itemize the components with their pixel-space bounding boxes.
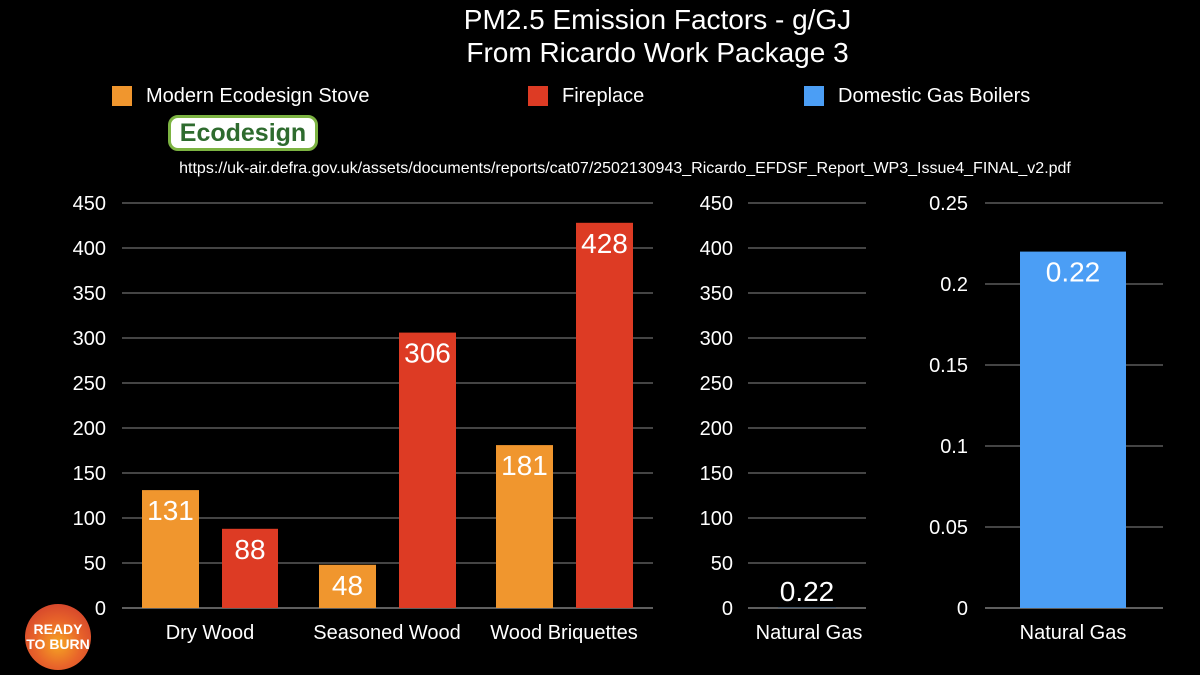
panel2-y-tick-label: 0.05 bbox=[929, 517, 968, 539]
legend-swatch-ecodesign-stove bbox=[112, 86, 132, 106]
legend-label-gas-boilers: Domestic Gas Boilers bbox=[838, 84, 1031, 107]
panel0-data-label: 48 bbox=[332, 570, 363, 601]
panel1-x-category-label: Natural Gas bbox=[756, 622, 863, 644]
chart-title-line1: PM2.5 Emission Factors - g/GJ bbox=[463, 4, 852, 35]
panel0-x-category-label: Wood Briquettes bbox=[490, 622, 638, 644]
panel0-x-category-label: Seasoned Wood bbox=[313, 622, 461, 644]
legend-item-fireplace: Fireplace bbox=[528, 84, 644, 108]
panel0-bar-fireplace-dry-wood bbox=[222, 528, 278, 608]
panel0-y-tick-label: 200 bbox=[73, 418, 106, 440]
logo-text-line2: TO BURN bbox=[26, 636, 90, 652]
ready-to-burn-logo: READY TO BURN bbox=[25, 604, 91, 670]
logo-text-line1: READY bbox=[33, 621, 83, 637]
panel0-bar-modern-ecodesign-stove-wood-briquettes bbox=[496, 445, 553, 608]
panel1-y-tick-label: 50 bbox=[711, 553, 733, 575]
legend-label-ecodesign-stove: Modern Ecodesign Stove bbox=[146, 84, 370, 107]
legend-label-fireplace: Fireplace bbox=[562, 84, 645, 107]
panel2-y-tick-label: 0.15 bbox=[929, 355, 968, 377]
panel0-y-tick-label: 300 bbox=[73, 328, 106, 350]
ecodesign-logo: Ecodesign bbox=[168, 115, 318, 151]
panel2-y-tick-label: 0 bbox=[957, 598, 968, 620]
panel2-data-label: 0.22 bbox=[1046, 257, 1101, 288]
panel0-y-tick-label: 450 bbox=[73, 193, 106, 215]
panel0-y-tick-label: 350 bbox=[73, 283, 106, 305]
panel0-y-tick-label: 250 bbox=[73, 373, 106, 395]
panel1-y-tick-label: 400 bbox=[700, 238, 733, 260]
panel1-data-label: 0.22 bbox=[780, 576, 835, 607]
panel1-y-tick-label: 150 bbox=[700, 463, 733, 485]
panel0-bar-modern-ecodesign-stove-seasoned-wood bbox=[319, 564, 376, 608]
panel0-data-label: 181 bbox=[501, 450, 548, 481]
panel0-y-tick-label: 50 bbox=[84, 553, 106, 575]
panel0-y-tick-label: 150 bbox=[73, 463, 106, 485]
panel0-y-tick-label: 400 bbox=[73, 238, 106, 260]
panel1-y-tick-label: 250 bbox=[700, 373, 733, 395]
panel0-y-tick-label: 0 bbox=[95, 598, 106, 620]
panel0-data-label: 306 bbox=[404, 338, 451, 369]
panel0-data-label: 428 bbox=[581, 228, 628, 259]
panel1-y-tick-label: 200 bbox=[700, 418, 733, 440]
panel0-bar-fireplace-wood-briquettes bbox=[576, 222, 633, 609]
panel2-y-tick-label: 0.2 bbox=[940, 274, 968, 296]
panel2-x-category-label: Natural Gas bbox=[1020, 622, 1127, 644]
panel1-y-tick-label: 350 bbox=[700, 283, 733, 305]
panel1-y-tick-label: 300 bbox=[700, 328, 733, 350]
chart-title-line2: From Ricardo Work Package 3 bbox=[466, 37, 849, 68]
panel0-data-label: 131 bbox=[147, 495, 194, 526]
panel1-y-tick-label: 450 bbox=[700, 193, 733, 215]
panel2-y-tick-label: 0.25 bbox=[929, 193, 968, 215]
source-url: https://uk-air.defra.gov.uk/assets/docum… bbox=[179, 160, 1071, 177]
panel0-y-tick-label: 100 bbox=[73, 508, 106, 530]
panel0-bar-modern-ecodesign-stove-dry-wood bbox=[142, 490, 199, 608]
legend-swatch-fireplace bbox=[528, 86, 548, 106]
panel0-data-label: 88 bbox=[234, 534, 265, 565]
legend-item-gas-boilers: Domestic Gas Boilers bbox=[804, 84, 1030, 108]
panel2-y-tick-label: 0.1 bbox=[940, 436, 968, 458]
panel2-bar-domestic-gas-boilers-natural-gas bbox=[1020, 251, 1126, 608]
panel0-x-category-label: Dry Wood bbox=[166, 622, 255, 644]
panel1-y-tick-label: 100 bbox=[700, 508, 733, 530]
panel0-bar-fireplace-seasoned-wood bbox=[399, 332, 456, 608]
panel1-y-tick-label: 0 bbox=[722, 598, 733, 620]
legend-item-ecodesign-stove: Modern Ecodesign Stove bbox=[112, 84, 369, 108]
legend-swatch-gas-boilers bbox=[804, 86, 824, 106]
